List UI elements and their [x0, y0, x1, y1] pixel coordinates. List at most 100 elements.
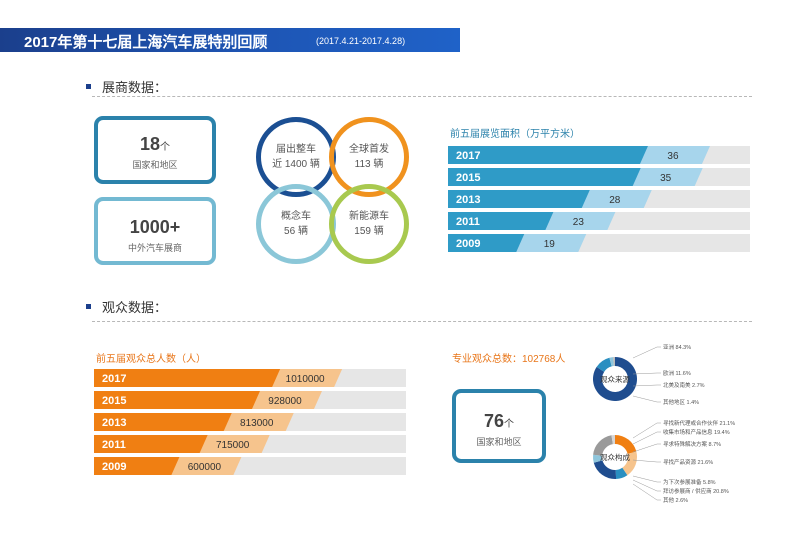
area-bar-tip: [581, 190, 652, 208]
area-value-label: 35: [660, 173, 672, 184]
audience-chart-title: 前五届观众总人数（人）: [96, 354, 206, 365]
area-value-label: 36: [667, 151, 679, 162]
ring-world-premiere-text: 全球首发 113 辆: [329, 142, 409, 172]
source-legend-label: 欧洲 11.6%: [663, 369, 691, 377]
audience-countries-box: 76个 国家和地区: [452, 389, 546, 463]
source-legend-label: 北美及南美 2.7%: [663, 381, 705, 389]
audience-bar-tip: [272, 369, 343, 387]
area-category-label: 2013: [456, 194, 480, 206]
composition-leader-line: [632, 431, 661, 445]
area-bar: [448, 168, 641, 186]
source-center-label: 观众来源: [600, 375, 630, 384]
ring-concept-title: 概念车: [281, 211, 311, 222]
composition-legend-label: 为下次参展准备 5.8%: [663, 478, 716, 486]
exhibitors-count: 1000+: [98, 217, 212, 238]
source-legend-label: 其他地区 1.4%: [663, 398, 699, 406]
composition-leader-line: [632, 422, 661, 439]
composition-slice: [611, 435, 615, 445]
composition-slice: [593, 460, 617, 479]
audience-bar-tip: [223, 413, 294, 431]
source-slice: [613, 357, 615, 367]
ring-vehicles-value: 近 1400 辆: [272, 159, 320, 170]
audience-countries-unit: 个: [504, 419, 515, 430]
audience-value-label: 928000: [268, 396, 302, 407]
composition-leader-line: [632, 443, 661, 453]
audience-value-label: 600000: [188, 462, 222, 473]
composition-legend-label: 其他 2.6%: [663, 496, 688, 504]
section-title-audience: 观众数据：: [102, 300, 168, 315]
ring-new-energy: [329, 184, 409, 264]
audience-countries-count: 76个: [456, 411, 542, 432]
composition-slice: [615, 435, 637, 454]
source-leader-line: [632, 372, 661, 375]
header-banner: [0, 28, 460, 52]
audience-bar-chart: 2017 1010000 2015 928000 2013 813000 2011 71500…: [94, 369, 406, 475]
audience-value-label: 1010000: [286, 374, 325, 385]
area-bar-tip: [639, 146, 710, 164]
source-slice: [596, 357, 612, 372]
composition-slice: [615, 467, 628, 479]
audience-category-label: 2015: [102, 395, 126, 407]
composition-legend-label: 寻求特殊解决方案 8.7%: [663, 440, 721, 448]
area-value-label: 19: [544, 239, 556, 250]
audience-category-label: 2017: [102, 373, 126, 385]
ring-new-energy-title: 新能源车: [349, 211, 389, 222]
area-chart-title: 前五届展览面积（万平方米）: [450, 129, 580, 140]
area-bar: [448, 190, 590, 208]
composition-legend-label: 寻找新代理或合作伙伴 21.1%: [663, 419, 735, 427]
composition-leader-line: [632, 483, 661, 501]
area-bar-tip: [632, 168, 703, 186]
composition-legend-label: 寻找产品资源 21.6%: [663, 458, 713, 466]
area-bar-tip: [545, 212, 616, 230]
ring-vehicles-text: 届出整车 近 1400 辆: [256, 142, 336, 172]
audience-bar: [94, 413, 232, 431]
audience-category-label: 2011: [102, 439, 126, 451]
countries-box: 18个 国家和地区: [94, 116, 216, 184]
ring-new-energy-value: 159 辆: [354, 226, 384, 237]
source-slice: [593, 357, 637, 401]
section-bullet-icon: [86, 84, 91, 89]
source-leader-line: [632, 346, 661, 359]
source-leader-line: [632, 395, 661, 403]
composition-center-label: 观众构成: [600, 452, 630, 462]
date-range: (2017.4.21-2017.4.28): [316, 36, 406, 46]
area-bar: [448, 234, 525, 252]
countries-label: 国家和地区: [132, 160, 178, 170]
ring-concept-text: 概念车 56 辆: [256, 209, 336, 239]
ring-world-premiere-value: 113 辆: [354, 159, 384, 170]
exhibitors-box: 1000+ 中外汽车展商: [94, 197, 216, 265]
source-leader-line: [632, 384, 661, 387]
audience-total: 专业观众总数：102768人: [452, 354, 566, 365]
area-value-label: 28: [609, 195, 621, 206]
source-legend-label: 亚洲 84.3%: [663, 344, 691, 351]
composition-legend-label: 拜访参展商 / 供应商 20.8%: [663, 487, 729, 495]
audience-category-label: 2013: [102, 417, 126, 429]
area-bar-tip: [516, 234, 587, 252]
audience-bar: [94, 457, 180, 475]
ring-new-energy-text: 新能源车 159 辆: [329, 209, 409, 239]
composition-leader-line: [632, 459, 661, 463]
exhibitors-label: 中外汽车展商: [127, 243, 182, 253]
audience-bar-tip: [199, 435, 270, 453]
audience-countries-number: 76: [483, 411, 505, 431]
composition-legend-label: 收集市场和产品信息 19.4%: [663, 428, 730, 436]
section-bullet-icon: [86, 304, 91, 309]
audience-countries-label: 国家和地区: [476, 437, 522, 447]
area-bar: [448, 146, 648, 164]
composition-slice: [622, 451, 637, 476]
ring-vehicles-title: 届出整车: [276, 144, 316, 155]
countries-unit: 个: [160, 142, 171, 153]
composition-slice: [593, 435, 613, 456]
donut-charts: 观众来源 亚洲 84.3% 欧洲 11.6% 北美及南美 2.7% 其他地区 1.4% 观…: [593, 344, 735, 504]
audience-bar: [94, 369, 281, 387]
audience-value-label: 715000: [216, 440, 250, 451]
exhibitors-number: 1000+: [129, 217, 181, 237]
ring-world-premiere-title: 全球首发: [349, 144, 389, 155]
area-category-label: 2011: [456, 216, 480, 228]
audience-category-label: 2009: [102, 461, 126, 473]
area-bar-chart: 2017 36 2015 35 2013 28 2011 23 2009 19: [448, 146, 750, 252]
composition-leader-line: [632, 475, 661, 483]
area-category-label: 2015: [456, 172, 480, 184]
audience-bar-tip: [171, 457, 242, 475]
audience-bar: [94, 435, 208, 453]
